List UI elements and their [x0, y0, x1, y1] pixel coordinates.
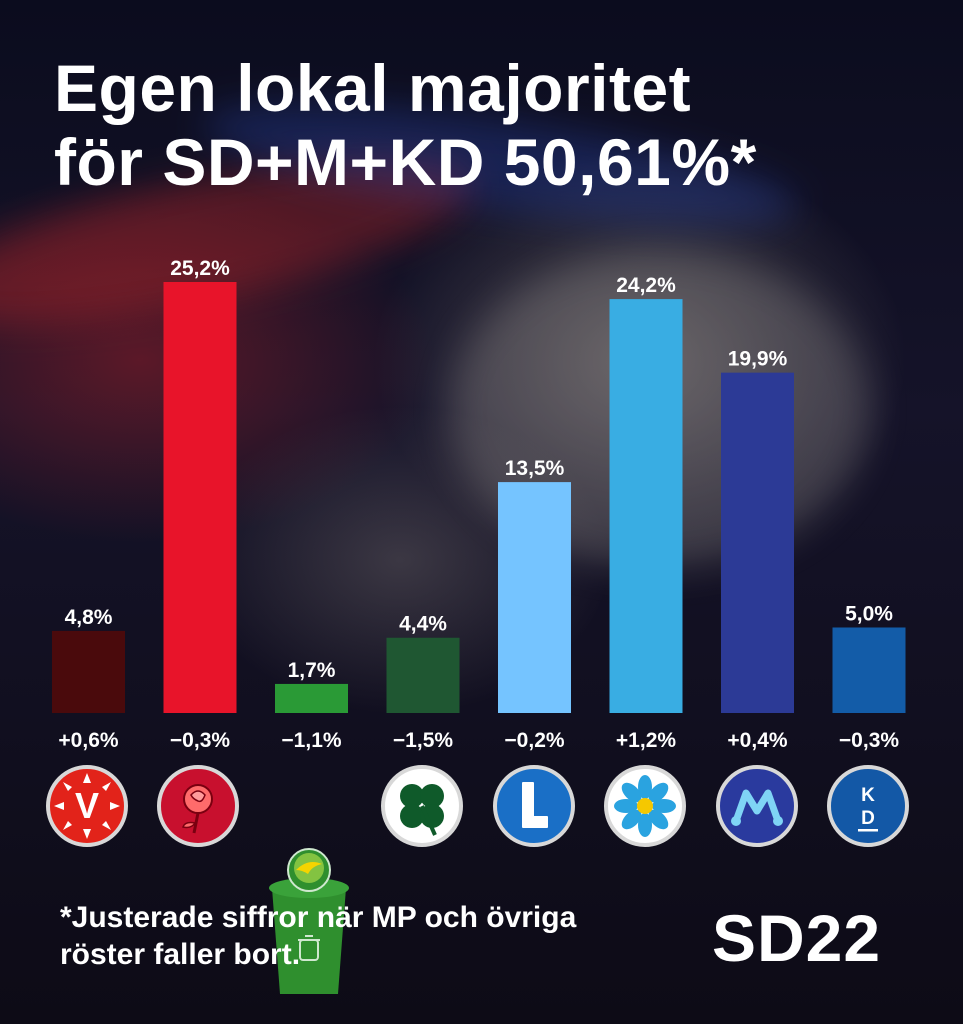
sverigedemokraterna-flower-icon: [604, 765, 686, 847]
bar-mp: [275, 683, 348, 713]
centerpartiet-clover-icon: [381, 765, 463, 847]
svg-text:K: K: [861, 785, 875, 806]
miljopartiet-logo-in-trash-bin-icon: [266, 848, 352, 998]
brand-logo-text: SD22: [712, 901, 882, 975]
bar-sd: [609, 299, 683, 713]
value-label-c: 4,4%: [399, 613, 447, 636]
change-label-l: −0,2%: [504, 729, 564, 752]
change-label-mp: −1,1%: [281, 729, 341, 752]
kristdemokraterna-logo-icon: K D: [827, 765, 909, 847]
bar-l: [498, 482, 571, 713]
footnote: *Justerade siffror när MP och övriga rös…: [60, 901, 577, 971]
liberalerna-logo-icon: [493, 765, 575, 847]
bar-chart: 4,8% +0,6% 25,2% −0,3% 1,7% −1,1% 4,4% −1,5% 13,…: [52, 257, 906, 752]
change-label-v: +0,6%: [58, 729, 118, 752]
value-label-l: 13,5%: [505, 457, 565, 480]
change-label-sd: +1,2%: [616, 729, 676, 752]
value-label-m: 19,9%: [728, 348, 788, 371]
value-label-v: 4,8%: [65, 606, 113, 629]
value-label-kd: 5,0%: [845, 602, 893, 625]
value-label-mp: 1,7%: [288, 659, 336, 682]
change-label-kd: −0,3%: [839, 729, 899, 752]
value-label-s: 25,2%: [170, 257, 230, 280]
vansterpartiet-logo-icon: V: [46, 765, 128, 847]
page-title: Egen lokal majoritet för SD+M+KD 50,61%*: [54, 51, 757, 199]
bar-kd: [832, 627, 906, 713]
svg-text:D: D: [861, 808, 875, 829]
bar-m: [721, 372, 794, 713]
svg-text:V: V: [75, 785, 99, 826]
value-label-sd: 24,2%: [616, 274, 676, 297]
change-label-s: −0,3%: [170, 729, 230, 752]
change-label-c: −1,5%: [393, 729, 453, 752]
bar-v: [52, 630, 125, 713]
socialdemokraterna-rose-icon: [157, 765, 239, 847]
moderaterna-logo-icon: [716, 765, 798, 847]
change-label-m: +0,4%: [727, 729, 787, 752]
bar-c: [386, 637, 460, 713]
bar-s: [163, 282, 237, 713]
